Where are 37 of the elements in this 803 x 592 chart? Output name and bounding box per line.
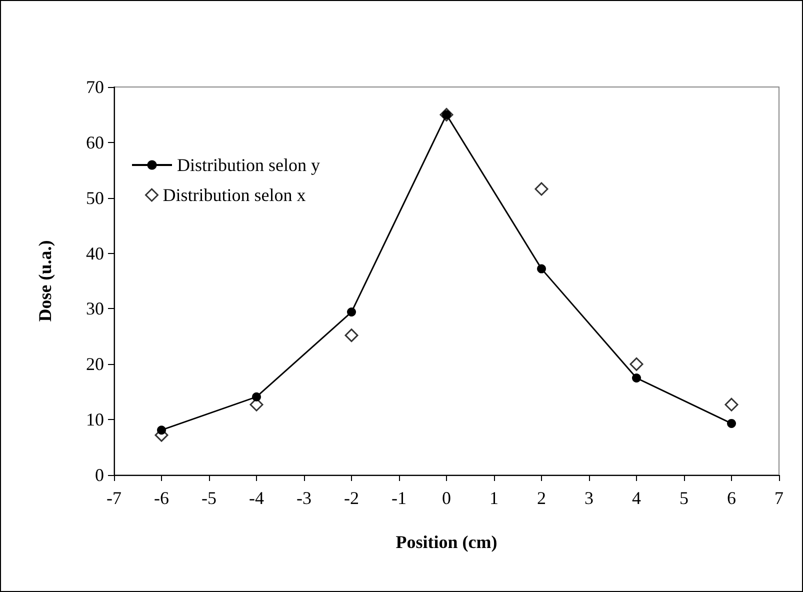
x-tick-label: 4	[632, 488, 641, 508]
y-tick-label: 70	[86, 77, 104, 97]
point	[344, 328, 358, 342]
y-tick-label: 10	[86, 410, 104, 430]
x-tick-label: 1	[490, 488, 498, 508]
x-tick-label: 7	[774, 488, 784, 508]
x-tick-label: 3	[584, 488, 594, 508]
point	[632, 374, 641, 382]
point	[630, 357, 644, 371]
x-tick-label: 0	[442, 488, 451, 508]
x-tick-label: -1	[392, 488, 406, 508]
y-tick-label: 50	[86, 188, 104, 208]
x-tick-label: 2	[537, 488, 546, 508]
y-tick-label: 20	[86, 354, 104, 374]
x-tick-label: -3	[296, 488, 312, 508]
x-tick-label: 5	[680, 488, 688, 508]
y-tick-label: 40	[86, 243, 104, 264]
x-axis-title: Position (cm)	[396, 532, 498, 552]
legend-label: Distribution selon y	[177, 155, 320, 175]
point	[537, 264, 546, 274]
y-tick-label: 0	[95, 465, 104, 485]
point	[157, 426, 166, 435]
point	[727, 418, 736, 428]
x-tick-label: 6	[727, 488, 736, 508]
point	[252, 392, 261, 402]
y-tick-label: 60	[86, 132, 104, 152]
x-tick-label: -4	[249, 488, 264, 508]
y-axis-title: Dose (u.a.)	[35, 240, 55, 322]
point	[724, 398, 738, 412]
y-tick-label: 30	[86, 298, 104, 319]
legend-label: Distribution selon x	[162, 185, 306, 205]
point	[534, 182, 548, 196]
x-tick-label: -5	[202, 488, 216, 508]
point	[347, 308, 356, 317]
x-tick-label: -2	[344, 488, 359, 508]
x-tick-label: -7	[106, 488, 122, 508]
x-tick-label: -6	[154, 488, 169, 508]
